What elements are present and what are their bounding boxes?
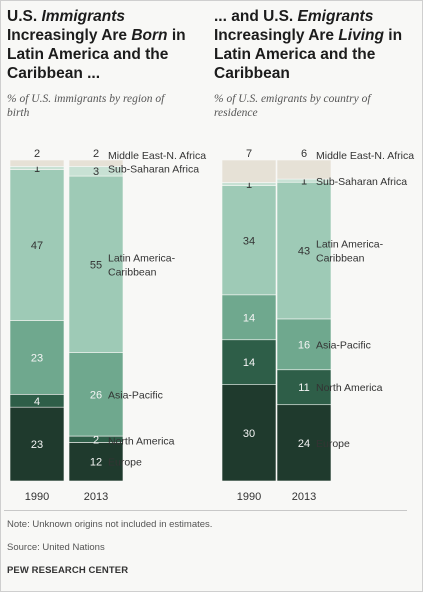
data-label-north-america-1990: 14 bbox=[243, 357, 255, 369]
data-label-north-america-2013: 11 bbox=[298, 382, 309, 394]
bar-segment-latin-america-caribbean-1990 bbox=[221, 185, 277, 296]
right-chart-title: ... and U.S. Emigrants Increasingly Are … bbox=[214, 8, 403, 82]
data-label-latin-america-caribbean-2013: 43 bbox=[298, 246, 310, 258]
data-label-latin-america-caribbean-1990: 47 bbox=[31, 240, 43, 252]
series-label-line: Asia-Pacific bbox=[316, 339, 371, 351]
bar-segment-asia-pacific-2013 bbox=[276, 318, 332, 371]
bar-segment-asia-pacific-1990 bbox=[9, 320, 65, 395]
series-label-europe: Europe bbox=[316, 438, 350, 450]
bar-segment-asia-pacific-1990 bbox=[221, 294, 277, 341]
series-label-middle-east-n-africa: Middle East-N. Africa bbox=[108, 150, 206, 162]
bar-segment-latin-america-caribbean-2013 bbox=[276, 181, 332, 320]
data-label-latin-america-caribbean-1990: 34 bbox=[243, 235, 255, 247]
series-label-line: Latin America- bbox=[108, 252, 176, 264]
right-chart-subtitle: % of U.S. emigrants by country of reside… bbox=[214, 93, 371, 119]
data-label-north-america-1990: 4 bbox=[34, 396, 40, 408]
data-label-middle-east-n-africa-1990: 2 bbox=[34, 148, 40, 160]
series-label-asia-pacific: Asia-Pacific bbox=[108, 389, 163, 401]
bar-segment-middle-east-n-africa-2013 bbox=[68, 159, 124, 167]
series-label-line: Latin America- bbox=[316, 239, 384, 251]
bar-segment-latin-america-caribbean-2013 bbox=[68, 175, 124, 353]
data-label-sub-saharan-africa-1990: 1 bbox=[246, 179, 252, 191]
left-chart-title: U.S. Immigrants Increasingly Are Born in… bbox=[7, 8, 186, 82]
data-label-europe-1990: 23 bbox=[31, 439, 43, 451]
data-label-asia-pacific-1990: 14 bbox=[243, 312, 255, 324]
data-label-europe-1990: 30 bbox=[243, 428, 255, 440]
series-label-line: Europe bbox=[316, 438, 350, 450]
series-label-middle-east-n-africa: Middle East-N. Africa bbox=[316, 150, 414, 162]
series-label-asia-pacific: Asia-Pacific bbox=[316, 339, 371, 351]
footnote: Note: Unknown origins not included in es… bbox=[7, 519, 213, 530]
data-label-north-america-2013: 2 bbox=[93, 434, 99, 446]
series-label-latin-america-caribbean: Latin America- Caribbean bbox=[316, 239, 384, 265]
data-label-europe-2013: 24 bbox=[298, 438, 310, 450]
series-label-north-america: North America bbox=[108, 435, 175, 447]
series-label-sub-saharan-africa: Sub-Saharan Africa bbox=[316, 176, 407, 188]
bar-segment-europe-2013 bbox=[276, 404, 332, 482]
footer-divider bbox=[4, 510, 407, 511]
bar-segment-asia-pacific-2013 bbox=[68, 352, 124, 437]
series-label-line: North America bbox=[316, 382, 383, 394]
bar-segment-middle-east-n-africa-1990 bbox=[221, 159, 277, 183]
bar-segment-middle-east-n-africa-1990 bbox=[9, 159, 65, 167]
data-label-sub-saharan-africa-1990: 1 bbox=[34, 163, 40, 175]
data-label-middle-east-n-africa-2013: 6 bbox=[301, 148, 307, 160]
bar-segment-latin-america-caribbean-1990 bbox=[9, 169, 65, 321]
data-label-middle-east-n-africa-2013: 2 bbox=[93, 148, 99, 160]
series-label-line: Middle East-N. Africa bbox=[108, 150, 206, 162]
data-label-asia-pacific-1990: 23 bbox=[31, 352, 43, 364]
series-label-line: Middle East-N. Africa bbox=[316, 150, 414, 162]
data-label-middle-east-n-africa-1990: 7 bbox=[246, 148, 252, 160]
bar-segment-north-america-2013 bbox=[276, 369, 332, 406]
series-label-line: Europe bbox=[108, 457, 142, 469]
series-label-line: Caribbean bbox=[108, 266, 157, 278]
x-tick-label-1990: 1990 bbox=[25, 491, 49, 503]
data-label-asia-pacific-2013: 26 bbox=[90, 389, 102, 401]
bar-segment-europe-1990 bbox=[221, 384, 277, 482]
data-label-sub-saharan-africa-2013: 3 bbox=[93, 166, 99, 178]
x-tick-label-1990: 1990 bbox=[237, 491, 261, 503]
data-label-europe-2013: 12 bbox=[90, 457, 102, 469]
data-label-latin-america-caribbean-2013: 55 bbox=[90, 259, 102, 271]
series-label-europe: Europe bbox=[108, 457, 142, 469]
series-label-latin-america-caribbean: Latin America- Caribbean bbox=[108, 252, 176, 278]
series-label-line: North America bbox=[108, 435, 175, 447]
series-label-sub-saharan-africa: Sub-Saharan Africa bbox=[108, 163, 199, 175]
bar-segment-north-america-1990 bbox=[221, 339, 277, 386]
x-tick-label-2013: 2013 bbox=[84, 491, 108, 503]
org-name: PEW RESEARCH CENTER bbox=[7, 565, 129, 576]
data-label-asia-pacific-2013: 16 bbox=[298, 339, 310, 351]
series-label-line: Caribbean bbox=[316, 253, 365, 265]
series-label-line: Asia-Pacific bbox=[108, 389, 163, 401]
x-tick-label-2013: 2013 bbox=[292, 491, 316, 503]
bar-segment-middle-east-n-africa-2013 bbox=[276, 159, 332, 180]
bar-segment-europe-1990 bbox=[9, 406, 65, 482]
series-label-line: Sub-Saharan Africa bbox=[108, 163, 199, 175]
data-label-sub-saharan-africa-2013: 1 bbox=[301, 176, 307, 188]
series-label-north-america: North America bbox=[316, 382, 383, 394]
series-label-line: Sub-Saharan Africa bbox=[316, 176, 407, 188]
source-note: Source: United Nations bbox=[7, 542, 105, 553]
left-chart-subtitle: % of U.S. immigrants by region of birth bbox=[7, 93, 165, 119]
